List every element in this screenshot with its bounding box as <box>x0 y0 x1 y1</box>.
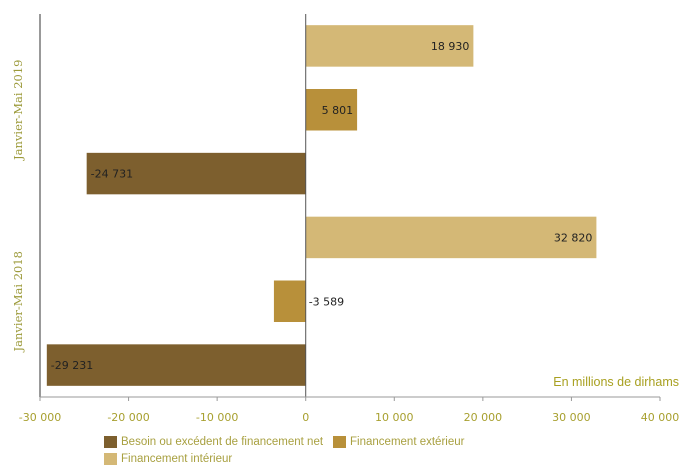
x-ticks-group: -30 000 -20 000 -10 000 0 10 000 20 000 30 000… <box>19 397 679 424</box>
legend-label: Besoin ou excédent de financement net <box>121 435 324 448</box>
x-tick-label: 40 000 <box>641 411 680 424</box>
data-label: 5 801 <box>322 104 354 117</box>
data-label: 18 930 <box>431 40 470 53</box>
legend-item: Financement intérieur <box>104 451 232 466</box>
x-tick-label: 10 000 <box>375 411 414 424</box>
category-labels-group: Janvier-Mai 2019 Janvier-Mai 2018 <box>11 60 25 353</box>
data-label: 32 820 <box>554 231 593 244</box>
x-tick-label: 20 000 <box>464 411 503 424</box>
legend-label: Financement extérieur <box>350 435 465 448</box>
x-tick-label: -30 000 <box>19 411 61 424</box>
category-label: Janvier-Mai 2019 <box>11 60 25 161</box>
legend-label: Financement intérieur <box>121 452 233 465</box>
category-label: Janvier-Mai 2018 <box>11 251 25 352</box>
x-tick-label: 30 000 <box>552 411 591 424</box>
x-tick-label: -10 000 <box>196 411 238 424</box>
legend-item: Financement extérieur <box>333 434 464 449</box>
bar <box>273 280 306 322</box>
legend: Besoin ou excédent de financement net Fin… <box>104 434 544 466</box>
bar <box>305 216 597 259</box>
unit-label: En millions de dirhams <box>553 375 679 389</box>
bar <box>86 152 306 195</box>
x-tick-label: -20 000 <box>107 411 149 424</box>
data-labels-group: 18 930 5 801 -24 731 32 820 -3 589 -29 231 <box>51 40 593 372</box>
data-label: -24 731 <box>91 168 133 181</box>
legend-item: Besoin ou excédent de financement net <box>104 434 323 449</box>
legend-swatch <box>104 452 117 465</box>
legend-swatch <box>333 435 347 448</box>
bar <box>305 25 474 67</box>
data-label: -29 231 <box>51 359 93 372</box>
data-label: -3 589 <box>309 295 344 308</box>
bars-group <box>46 25 597 386</box>
x-tick-label: 0 <box>302 411 309 424</box>
legend-swatch <box>104 435 117 448</box>
bar <box>305 89 358 131</box>
bar <box>46 344 306 386</box>
